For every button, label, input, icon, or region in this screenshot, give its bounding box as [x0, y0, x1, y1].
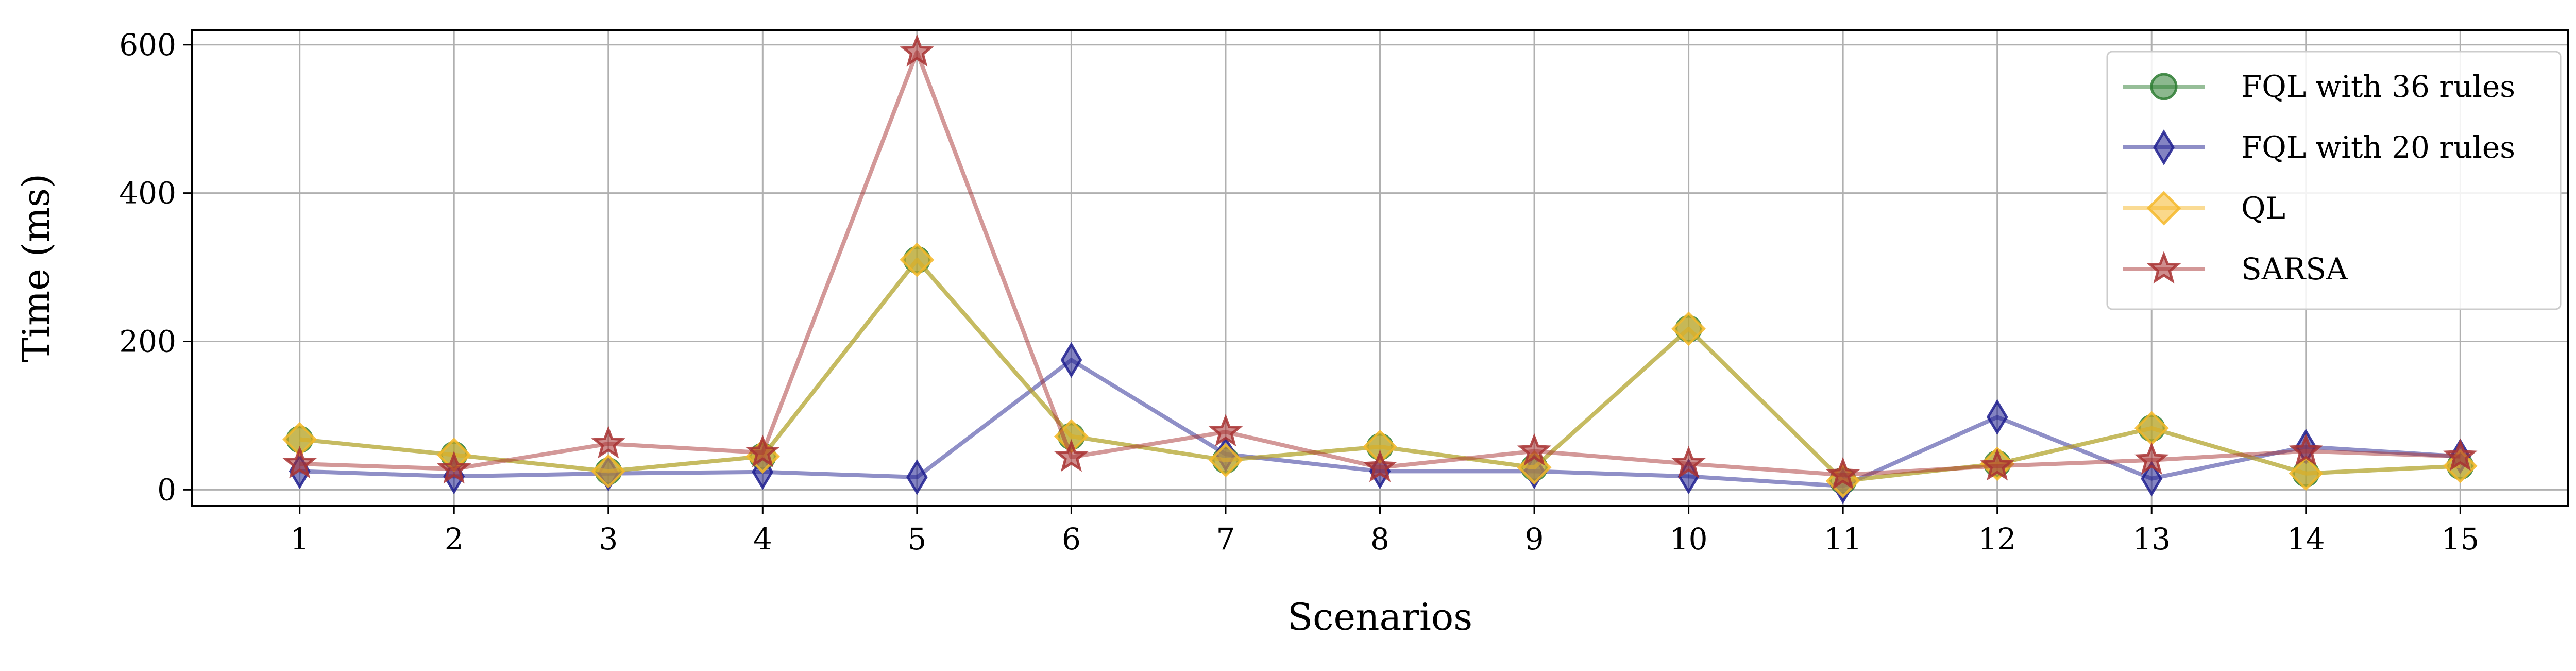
- data-point: [2443, 438, 2478, 471]
- x-tick-label: 3: [599, 522, 618, 557]
- data-point: [436, 451, 471, 484]
- legend-label: QL: [2241, 191, 2285, 226]
- y-tick-label: 600: [119, 27, 176, 62]
- x-tick-label: 4: [753, 522, 772, 557]
- legend-marker: [2146, 251, 2181, 284]
- x-tick-label: 5: [907, 522, 926, 557]
- data-point: [900, 34, 935, 67]
- data-point: [745, 434, 780, 467]
- data-point: [906, 459, 928, 495]
- legend-entry: SARSA: [2123, 251, 2348, 287]
- x-tick-label: 8: [1370, 522, 1389, 557]
- x-tick-label: 9: [1525, 522, 1544, 557]
- series-layer: [282, 34, 2478, 504]
- legend-entry: QL: [2123, 191, 2285, 226]
- legend-label: SARSA: [2241, 251, 2348, 287]
- legend-marker: [2146, 191, 2181, 226]
- data-point: [1671, 446, 1706, 479]
- data-point: [1060, 342, 1082, 378]
- x-tick-label: 2: [445, 522, 464, 557]
- data-point: [1363, 449, 1397, 482]
- data-point: [1208, 414, 1243, 447]
- data-point: [900, 242, 935, 277]
- y-axis-label: Time (ms): [14, 174, 58, 362]
- data-point: [591, 426, 626, 459]
- data-point: [1980, 448, 2014, 481]
- data-point: [1208, 443, 1243, 478]
- legend-marker: [2153, 129, 2175, 165]
- data-point: [1986, 399, 2008, 435]
- gridlines: [192, 30, 2568, 506]
- x-tick-label: 10: [1670, 522, 1708, 557]
- data-point: [2289, 456, 2324, 491]
- x-axis-label: Scenarios: [1287, 595, 1472, 639]
- series-sarsa: [282, 34, 2478, 490]
- legend-entry: FQL with 20 rules: [2123, 129, 2515, 165]
- x-tick-label: 7: [1216, 522, 1235, 557]
- x-tick-label: 1: [290, 522, 309, 557]
- data-point: [591, 454, 626, 489]
- x-tick-label: 12: [1978, 522, 2016, 557]
- y-tick-label: 200: [119, 324, 176, 359]
- data-point: [1825, 457, 1860, 490]
- x-tick-label: 11: [1824, 522, 1862, 557]
- legend-label: FQL with 20 rules: [2241, 130, 2515, 165]
- data-point: [1517, 433, 1552, 466]
- x-tick-label: 14: [2287, 522, 2325, 557]
- legend-label: FQL with 36 rules: [2241, 69, 2515, 104]
- legend-box: [2106, 51, 2562, 310]
- legend-marker: [2150, 73, 2178, 100]
- y-tick-label: 0: [157, 472, 176, 507]
- y-tick-label: 400: [119, 176, 176, 211]
- data-point: [282, 446, 317, 479]
- data-point: [2134, 442, 2169, 475]
- data-point: [2141, 460, 2163, 497]
- data-point: [1054, 439, 1089, 472]
- data-point: [2289, 433, 2324, 466]
- x-tick-label: 15: [2441, 522, 2479, 557]
- x-tick-label: 6: [1062, 522, 1081, 557]
- x-tick-label: 13: [2132, 522, 2171, 557]
- legend: FQL with 36 rules FQL with 20 rules QL SARS…: [2106, 51, 2562, 310]
- legend-entry: FQL with 36 rules: [2123, 69, 2515, 104]
- data-point: [1671, 311, 1706, 346]
